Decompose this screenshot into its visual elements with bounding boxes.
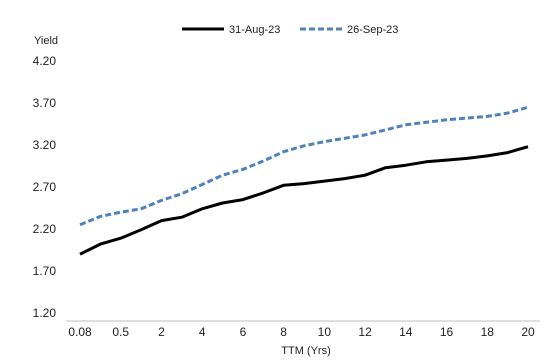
y-tick-label: 3.20 (33, 138, 57, 152)
x-axis-ticks: 0.08 0.5 2 4 6 8 10 12 14 16 18 20 (68, 325, 535, 339)
y-tick-label: 3.70 (33, 96, 57, 110)
series-line-1 (79, 145, 529, 256)
x-tick-label: 16 (440, 325, 454, 339)
x-tick-label: 10 (318, 325, 332, 339)
y-axis-ticks: 1.20 1.70 2.20 2.70 3.20 3.70 4.20 (33, 54, 57, 320)
series-lines (79, 105, 529, 256)
legend-label-series-1: 31-Aug-23 (229, 24, 280, 36)
x-tick-label: 6 (240, 325, 247, 339)
legend-label-series-2: 26-Sep-23 (347, 24, 398, 36)
x-tick-label: 2 (158, 325, 165, 339)
x-tick-label: 18 (481, 325, 495, 339)
x-tick-label: 20 (521, 325, 535, 339)
x-axis-title: TTM (Yrs) (281, 345, 330, 357)
y-tick-label: 1.20 (33, 306, 57, 320)
series-line-2 (79, 105, 529, 227)
x-tick-label: 0.5 (112, 325, 129, 339)
x-tick-label: 8 (280, 325, 287, 339)
x-tick-label: 14 (399, 325, 413, 339)
legend: 31-Aug-23 26-Sep-23 (182, 24, 398, 36)
y-axis-title: Yield (34, 35, 58, 47)
y-tick-label: 1.70 (33, 264, 57, 278)
x-tick-label: 12 (358, 325, 372, 339)
x-tick-label: 0.08 (68, 325, 92, 339)
y-tick-label: 4.20 (33, 54, 57, 68)
x-tick-label: 4 (199, 325, 206, 339)
y-tick-label: 2.70 (33, 180, 57, 194)
y-tick-label: 2.20 (33, 222, 57, 236)
